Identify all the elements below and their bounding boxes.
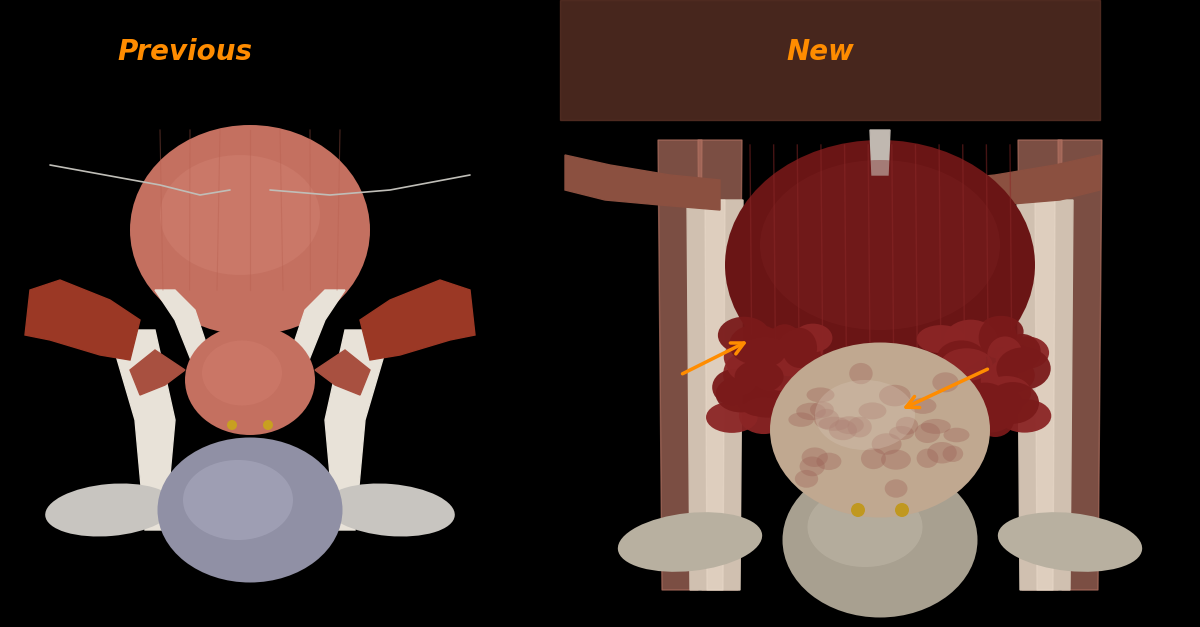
Ellipse shape [743,389,794,418]
Ellipse shape [782,463,978,618]
Circle shape [895,503,910,517]
Ellipse shape [982,376,1031,409]
Ellipse shape [782,328,817,368]
Ellipse shape [808,487,923,567]
Ellipse shape [730,324,782,364]
Ellipse shape [46,483,175,537]
Ellipse shape [986,382,1039,424]
Ellipse shape [157,438,342,582]
Ellipse shape [965,377,1014,408]
Text: New: New [786,38,854,66]
Ellipse shape [202,340,282,406]
Ellipse shape [961,382,1009,421]
Ellipse shape [944,320,997,361]
Ellipse shape [835,416,864,434]
Ellipse shape [725,140,1034,390]
Ellipse shape [130,125,370,335]
Ellipse shape [979,317,1016,358]
Polygon shape [155,290,230,390]
Ellipse shape [978,316,1024,347]
Ellipse shape [787,372,828,401]
Ellipse shape [794,470,818,488]
Ellipse shape [718,317,770,354]
Ellipse shape [936,340,986,378]
Polygon shape [565,155,720,210]
Polygon shape [270,290,346,390]
Polygon shape [1058,140,1102,590]
Ellipse shape [989,357,1034,393]
Ellipse shape [980,364,1018,398]
Ellipse shape [1004,337,1049,369]
Circle shape [263,420,274,430]
Circle shape [227,420,238,430]
Circle shape [851,503,865,517]
Ellipse shape [998,512,1142,572]
Ellipse shape [752,363,797,391]
Ellipse shape [325,483,455,537]
Ellipse shape [998,399,1051,433]
Ellipse shape [182,460,293,540]
Ellipse shape [944,375,998,416]
Ellipse shape [996,347,1051,390]
Polygon shape [314,350,370,395]
Ellipse shape [922,392,974,429]
Ellipse shape [932,372,959,393]
Ellipse shape [871,433,901,455]
Ellipse shape [847,417,871,438]
Ellipse shape [914,423,940,443]
Ellipse shape [749,334,786,367]
Ellipse shape [767,340,812,376]
Ellipse shape [736,375,784,416]
Ellipse shape [815,380,916,450]
Ellipse shape [785,339,821,377]
Ellipse shape [935,371,977,413]
Ellipse shape [724,340,769,374]
Ellipse shape [810,401,834,418]
Ellipse shape [754,328,804,357]
Ellipse shape [770,342,990,517]
Ellipse shape [889,426,914,440]
Ellipse shape [917,448,938,468]
Ellipse shape [760,160,1000,330]
Ellipse shape [818,417,850,431]
Ellipse shape [920,419,950,434]
Ellipse shape [778,330,823,366]
Ellipse shape [806,387,834,403]
Ellipse shape [977,401,1014,437]
Ellipse shape [996,345,1034,373]
Ellipse shape [793,324,833,352]
Ellipse shape [799,456,824,477]
Ellipse shape [727,351,778,382]
Polygon shape [946,155,1100,210]
Polygon shape [706,200,725,590]
Ellipse shape [884,479,907,498]
Ellipse shape [860,448,886,469]
Polygon shape [870,130,890,175]
Ellipse shape [880,385,911,406]
Ellipse shape [160,155,320,275]
Ellipse shape [949,369,997,405]
Ellipse shape [715,376,766,413]
Polygon shape [1034,200,1055,590]
Ellipse shape [910,398,936,414]
Ellipse shape [724,354,758,396]
Ellipse shape [739,397,788,434]
Polygon shape [130,350,185,395]
Ellipse shape [778,382,814,416]
Polygon shape [360,280,475,360]
Ellipse shape [942,446,964,462]
Ellipse shape [797,403,826,420]
Ellipse shape [788,413,814,427]
Ellipse shape [791,379,844,421]
Ellipse shape [739,338,791,371]
Ellipse shape [941,348,992,381]
Ellipse shape [977,386,1022,421]
Ellipse shape [917,325,965,353]
Ellipse shape [896,417,918,435]
Polygon shape [1018,140,1062,590]
Polygon shape [698,140,742,590]
Ellipse shape [1003,334,1040,369]
Ellipse shape [829,419,857,440]
Ellipse shape [706,402,757,433]
